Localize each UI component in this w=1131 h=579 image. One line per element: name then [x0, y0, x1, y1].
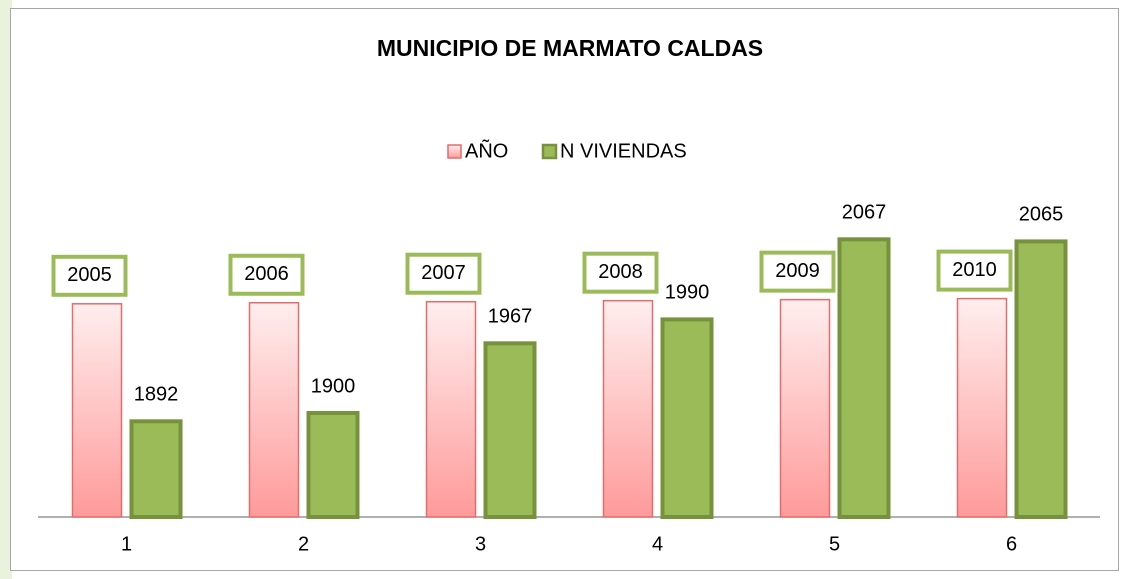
bar [306, 411, 360, 519]
legend-swatch [541, 143, 558, 160]
data-label: 2008 [598, 261, 643, 283]
x-tick-label: 6 [1006, 533, 1017, 555]
bar [660, 317, 714, 519]
x-tick-label: 5 [829, 533, 840, 555]
x-tick-label: 2 [298, 533, 309, 555]
data-label-box [405, 252, 482, 295]
data-label: 2006 [244, 263, 289, 285]
bar [483, 341, 537, 519]
data-label-box [936, 249, 1013, 292]
bar [837, 237, 891, 519]
data-label: 2007 [421, 262, 466, 284]
data-label-box [759, 250, 836, 293]
data-label: 2005 [67, 264, 112, 286]
bar [779, 298, 831, 518]
data-label: 1892 [134, 384, 179, 406]
chart-title: MUNICIPIO DE MARMATO CALDAS [377, 35, 763, 61]
chart-frame [10, 8, 1119, 571]
legend-label: N VIVIENDAS [560, 140, 687, 162]
side-panel [0, 0, 12, 579]
bar [129, 419, 183, 520]
x-tick-label: 3 [475, 533, 486, 555]
data-label: 1990 [665, 282, 710, 304]
bar [1014, 239, 1068, 519]
data-label: 2065 [1019, 204, 1064, 226]
legend-swatch [447, 144, 462, 159]
data-label: 2010 [952, 259, 997, 281]
data-label: 1900 [311, 375, 356, 397]
data-label: 2067 [842, 202, 887, 224]
bar [71, 303, 123, 518]
data-label: 2009 [775, 260, 820, 282]
x-tick-label: 4 [652, 533, 663, 555]
data-label-box [228, 253, 305, 296]
bar [248, 302, 300, 518]
data-label-box [51, 254, 128, 297]
legend-label: AÑO [465, 138, 508, 162]
data-label-box [582, 251, 659, 294]
data-label: 1967 [488, 306, 533, 328]
bar [602, 299, 654, 518]
bar [956, 297, 1008, 518]
x-tick-label: 1 [121, 533, 132, 555]
bar [425, 300, 477, 518]
